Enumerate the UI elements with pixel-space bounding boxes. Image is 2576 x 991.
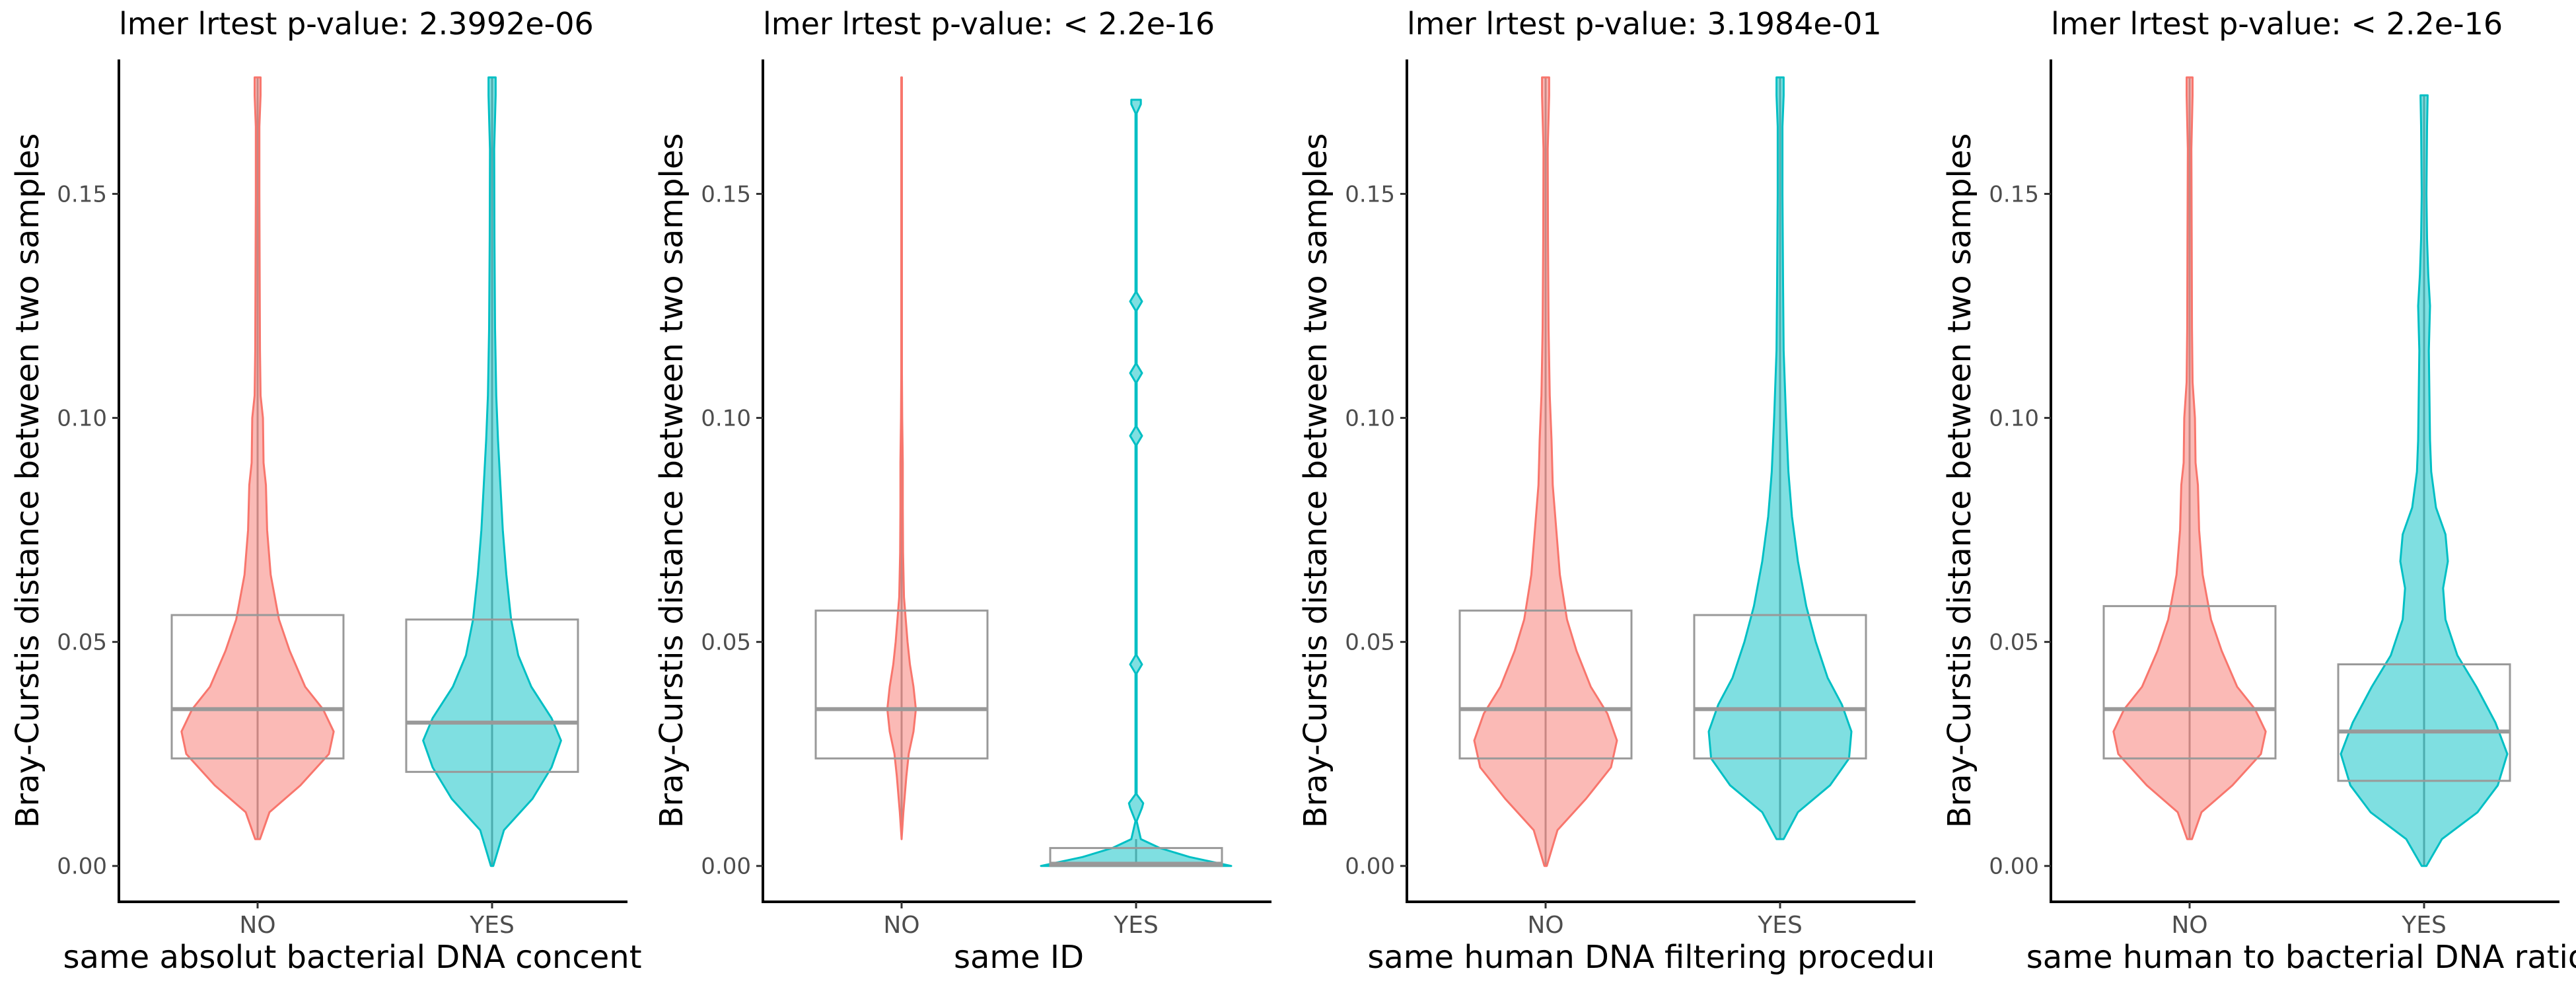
y-axis-label: Bray-Curstis distance between two sample…	[653, 133, 690, 828]
axis-lines	[1406, 59, 1915, 903]
chart-title: lmer lrtest p-value: < 2.2e-16	[2051, 6, 2503, 42]
boxplot-box-yes	[1049, 847, 1223, 867]
y-tick-label: 0.15	[57, 181, 107, 207]
y-tick-label: 0.15	[1345, 181, 1395, 207]
boxplot-box-no	[2102, 605, 2277, 760]
chart-panel-2: lmer lrtest p-value: < 2.2e-16 Bray-Curst…	[644, 0, 1288, 991]
y-tick-label: 0.00	[1345, 854, 1395, 880]
y-tick-label: 0.00	[1989, 854, 2039, 880]
violin-no	[886, 76, 917, 840]
y-tick-label: 0.15	[1989, 181, 2039, 207]
y-tick-label: 0.00	[701, 854, 751, 880]
violin-yes	[1707, 76, 1853, 840]
chart-panel-1: lmer lrtest p-value: 2.3992e-06 Bray-Curs…	[0, 0, 644, 991]
y-tick-label: 0.10	[701, 406, 751, 432]
chart-title: lmer lrtest p-value: 3.1984e-01	[1407, 6, 1882, 42]
y-axis-label: Bray-Curstis distance between two sample…	[9, 133, 46, 828]
y-tick-label: 0.15	[701, 181, 751, 207]
y-axis-label: Bray-Curstis distance between two sample…	[1941, 133, 1978, 828]
boxplot-box-yes	[2337, 663, 2511, 782]
boxplot-box-yes	[1693, 614, 1867, 760]
chart-title: lmer lrtest p-value: < 2.2e-16	[763, 6, 1215, 42]
axis-lines	[2050, 59, 2559, 903]
x-tick-label: YES	[469, 912, 515, 939]
y-tick-label: 0.05	[1989, 630, 2039, 656]
chart-svg: lmer lrtest p-value: 2.3992e-06 Bray-Curs…	[9, 6, 644, 976]
y-tick-label: 0.00	[57, 854, 107, 880]
violin-no	[2112, 76, 2267, 840]
x-axis-label: same human DNA filtering procedure	[1367, 939, 1932, 976]
axis-lines	[118, 59, 627, 903]
y-tick-label: 0.10	[57, 406, 107, 432]
violin-no	[180, 76, 335, 840]
y-tick-label: 0.10	[1989, 406, 2039, 432]
chart-svg: lmer lrtest p-value: 3.1984e-01 Bray-Curs…	[1297, 6, 1932, 976]
x-tick-label: YES	[1757, 912, 1803, 939]
x-axis-label: same human to bacterial DNA ratio	[2026, 939, 2576, 976]
x-tick-label: NO	[2171, 912, 2207, 939]
axis-lines	[762, 59, 1271, 903]
violin-no	[1473, 76, 1618, 867]
chart-panel-3: lmer lrtest p-value: 3.1984e-01 Bray-Curs…	[1288, 0, 1932, 991]
x-tick-label: YES	[2401, 912, 2447, 939]
y-axis-label: Bray-Curstis distance between two sample…	[1297, 133, 1334, 828]
boxplot-box-no	[814, 609, 989, 760]
violin-yes	[2340, 94, 2509, 867]
chart-title: lmer lrtest p-value: 2.3992e-06	[119, 6, 594, 42]
boxplot-box-yes	[405, 618, 579, 773]
y-tick-label: 0.05	[57, 630, 107, 656]
boxplot-box-no	[1458, 609, 1633, 760]
x-tick-label: NO	[239, 912, 275, 939]
x-axis-label: same ID	[954, 939, 1084, 976]
boxplot-box-no	[170, 614, 345, 760]
violin-yes	[422, 76, 562, 867]
violin-yes	[1040, 98, 1233, 867]
x-tick-label: NO	[1527, 912, 1563, 939]
y-tick-label: 0.05	[701, 630, 751, 656]
chart-svg: lmer lrtest p-value: < 2.2e-16 Bray-Curst…	[653, 6, 1271, 976]
chart-svg: lmer lrtest p-value: < 2.2e-16 Bray-Curst…	[1941, 6, 2576, 976]
y-tick-label: 0.10	[1345, 406, 1395, 432]
x-tick-label: YES	[1113, 912, 1159, 939]
chart-panel-4: lmer lrtest p-value: < 2.2e-16 Bray-Curst…	[1932, 0, 2576, 991]
y-tick-label: 0.05	[1345, 630, 1395, 656]
x-tick-label: NO	[883, 912, 919, 939]
x-axis-label: same absolut bacterial DNA concentrat	[63, 939, 644, 976]
